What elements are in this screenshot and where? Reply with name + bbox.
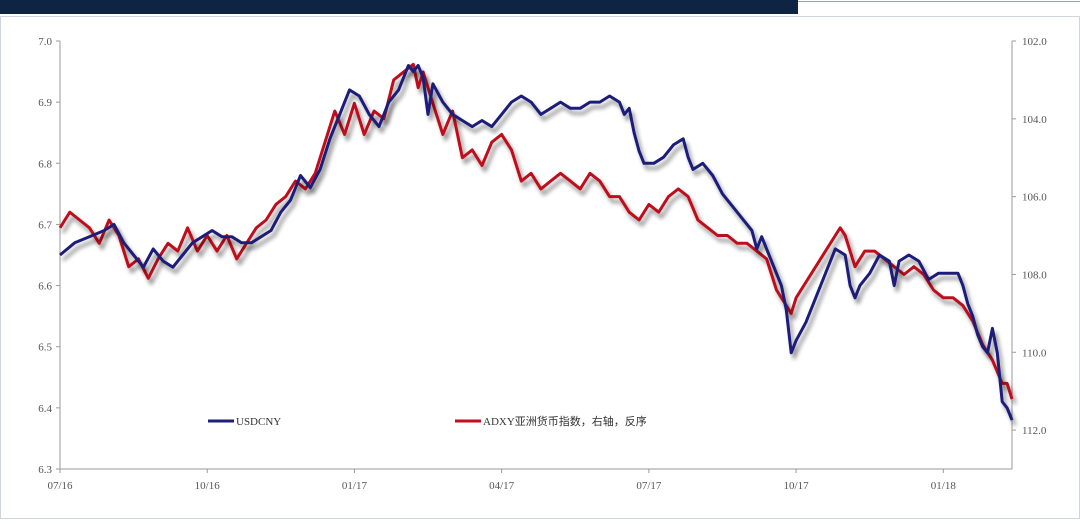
left-tick-label: 6.4	[38, 403, 52, 415]
right-tick-label: 104.0	[1022, 114, 1047, 126]
legend-usdcny-label: USDCNY	[236, 416, 281, 428]
legend-adxy-label: ADXY亚洲货币指数，右轴，反序	[483, 414, 647, 428]
header-bar	[0, 0, 798, 14]
header-rule	[798, 1, 1080, 2]
left-tick-label: 6.7	[38, 219, 52, 231]
x-tick-label: 10/17	[784, 480, 810, 492]
x-tick-label: 10/16	[195, 480, 221, 492]
right-tick-label: 102.0	[1022, 36, 1047, 48]
left-tick-label: 6.3	[38, 464, 52, 476]
right-tick-label: 106.0	[1022, 192, 1047, 204]
right-tick-label: 110.0	[1022, 347, 1047, 359]
left-tick-label: 6.8	[38, 158, 52, 170]
x-tick-label: 07/16	[47, 480, 73, 492]
x-tick-label: 04/17	[489, 480, 515, 492]
x-tick-label: 07/17	[636, 480, 662, 492]
legend: USDCNY ADXY亚洲货币指数，右轴，反序	[208, 414, 647, 428]
x-tick-label: 01/18	[931, 480, 957, 492]
right-tick-label: 112.0	[1022, 425, 1047, 437]
left-tick-label: 6.9	[38, 97, 52, 109]
usdcny-line	[59, 64, 1014, 421]
left-tick-label: 6.6	[38, 281, 52, 293]
x-tick-label: 01/17	[342, 480, 368, 492]
left-tick-label: 7.0	[38, 36, 52, 48]
chart-border	[0, 16, 1080, 519]
left-tick-label: 6.5	[38, 342, 52, 354]
adxy-line	[58, 62, 1014, 400]
right-tick-label: 108.0	[1022, 269, 1047, 281]
